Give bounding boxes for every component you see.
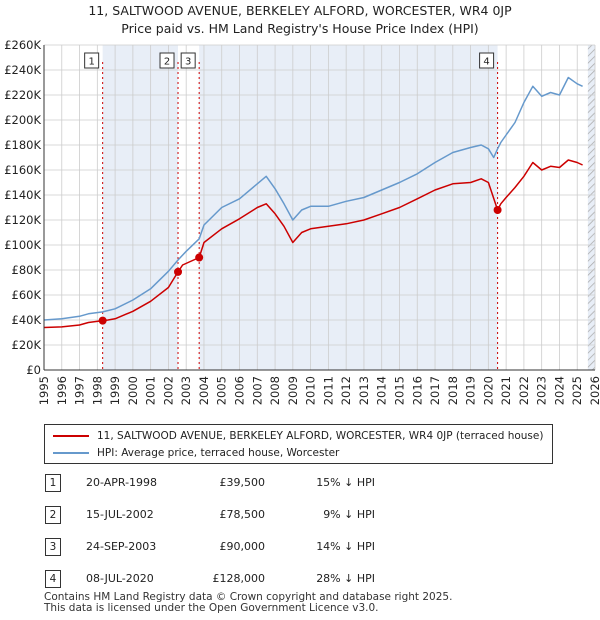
y-tick-label: £160K xyxy=(4,163,41,177)
x-tick-label: 2013 xyxy=(357,376,371,405)
y-tick-label: £240K xyxy=(4,63,41,77)
row-number-badge: 2 xyxy=(45,506,61,524)
sale-point xyxy=(493,206,502,214)
row-hpi-diff: 15% ↓ HPI xyxy=(316,476,375,489)
legend: 11, SALTWOOD AVENUE, BERKELEY ALFORD, WO… xyxy=(44,424,553,464)
x-tick-label: 2017 xyxy=(428,376,442,405)
x-tick-label: 2018 xyxy=(446,376,460,405)
x-tick-label: 2005 xyxy=(215,376,229,405)
row-price: £78,500 xyxy=(219,508,266,521)
x-tick-label: 2002 xyxy=(161,376,175,405)
x-tick-label: 2022 xyxy=(517,376,531,405)
row-date: 20-APR-1998 xyxy=(86,476,158,489)
y-tick-label: £120K xyxy=(4,213,41,227)
sale-point xyxy=(98,316,107,325)
y-tick-label: £80K xyxy=(12,263,42,277)
x-tick-label: 2004 xyxy=(197,376,211,405)
row-price: £90,000 xyxy=(219,540,266,553)
y-tick-label: £180K xyxy=(4,138,41,152)
sale-badge xyxy=(479,52,495,69)
shaded-period xyxy=(102,45,179,370)
x-tick-label: 2014 xyxy=(375,376,389,405)
hpi-line xyxy=(43,76,583,321)
x-tick-label: 2021 xyxy=(499,376,513,405)
y-tick-label: £60K xyxy=(12,288,42,302)
footer-copyright: Contains HM Land Registry data © Crown c… xyxy=(44,591,453,603)
x-tick-label: 2020 xyxy=(481,376,495,405)
sale-point xyxy=(174,267,183,276)
x-tick-label: 2000 xyxy=(126,376,140,405)
x-tick-label: 2024 xyxy=(552,376,566,405)
x-tick-label: 1998 xyxy=(90,376,104,405)
x-tick-label: 2009 xyxy=(286,376,300,405)
row-date: 15-JUL-2002 xyxy=(86,508,154,521)
y-tick-label: £260K xyxy=(4,38,41,52)
x-tick-label: 2006 xyxy=(233,376,247,405)
forecast-hatch xyxy=(587,45,595,370)
x-tick-label: 2010 xyxy=(304,376,318,405)
x-tick-label: 2026 xyxy=(588,376,600,405)
price-chart: 1 2 3 4 £0 £20K £40K £60K £80K £100K £120K £140K £1… xyxy=(4,38,600,405)
row-number-badge: 1 xyxy=(45,474,61,492)
x-tick-label: 2011 xyxy=(321,376,335,405)
y-tick-label: £40K xyxy=(12,313,42,327)
x-tick-label: 1996 xyxy=(55,376,69,405)
x-tick-label: 2025 xyxy=(570,376,584,405)
legend-label-hpi: HPI: Average price, terraced house, Worc… xyxy=(97,447,340,459)
chart-title: 11, SALTWOOD AVENUE, BERKELEY ALFORD, WO… xyxy=(88,3,512,18)
row-number-badge: 4 xyxy=(45,570,61,588)
x-tick-label: 2007 xyxy=(250,376,264,405)
x-tick-label: 2012 xyxy=(339,376,353,405)
x-tick-label: 2023 xyxy=(535,376,549,405)
x-tick-label: 2008 xyxy=(268,376,282,405)
sale-badge xyxy=(159,52,175,69)
sale-badge-label: 4 xyxy=(483,57,489,68)
x-tick-label: 2003 xyxy=(179,376,193,405)
sale-badge-label: 2 xyxy=(164,57,170,68)
x-tick-label: 2001 xyxy=(144,376,158,405)
legend-swatch-property xyxy=(53,435,89,437)
table-row: 1 20-APR-1998 £39,500 15% ↓ HPI xyxy=(0,474,600,492)
table-row: 3 24-SEP-2003 £90,000 14% ↓ HPI xyxy=(0,538,600,556)
table-row: 4 08-JUL-2020 £128,000 28% ↓ HPI xyxy=(0,570,600,588)
legend-swatch-hpi xyxy=(53,452,89,454)
row-price: £39,500 xyxy=(219,476,266,489)
property-price-line xyxy=(43,159,583,329)
row-number-badge: 3 xyxy=(45,538,61,556)
table-row: 2 15-JUL-2002 £78,500 9% ↓ HPI xyxy=(0,506,600,524)
row-date: 08-JUL-2020 xyxy=(86,572,154,585)
sale-badge-label: 1 xyxy=(88,57,94,68)
x-tick-label: 2019 xyxy=(464,376,478,405)
y-tick-label: £200K xyxy=(4,113,41,127)
y-tick-label: £0 xyxy=(26,363,41,377)
shaded-period xyxy=(199,45,498,370)
row-price: £128,000 xyxy=(212,572,266,585)
legend-label-property: 11, SALTWOOD AVENUE, BERKELEY ALFORD, WO… xyxy=(97,430,544,442)
legend-item-hpi: HPI: Average price, terraced house, Worc… xyxy=(53,445,339,461)
sale-badge-label: 3 xyxy=(185,57,191,68)
footer-license: This data is licensed under the Open Gov… xyxy=(44,602,379,614)
row-hpi-diff: 28% ↓ HPI xyxy=(316,572,375,585)
legend-item-property: 11, SALTWOOD AVENUE, BERKELEY ALFORD, WO… xyxy=(53,428,543,444)
x-tick-label: 1995 xyxy=(37,376,51,405)
y-tick-label: £20K xyxy=(12,338,42,352)
sale-badge xyxy=(84,52,100,69)
row-hpi-diff: 14% ↓ HPI xyxy=(316,540,375,553)
y-tick-label: £100K xyxy=(4,238,41,252)
y-tick-label: £220K xyxy=(4,88,41,102)
row-date: 24-SEP-2003 xyxy=(86,540,157,553)
x-tick-label: 1999 xyxy=(108,376,122,405)
x-tick-label: 2015 xyxy=(392,376,406,405)
x-tick-label: 2016 xyxy=(410,376,424,405)
chart-subtitle: Price paid vs. HM Land Registry's House … xyxy=(121,21,479,36)
y-tick-label: £140K xyxy=(4,188,41,202)
sale-point xyxy=(195,253,204,262)
row-hpi-diff: 9% ↓ HPI xyxy=(323,508,375,521)
x-tick-label: 1997 xyxy=(73,376,87,405)
sale-badge xyxy=(180,52,196,69)
